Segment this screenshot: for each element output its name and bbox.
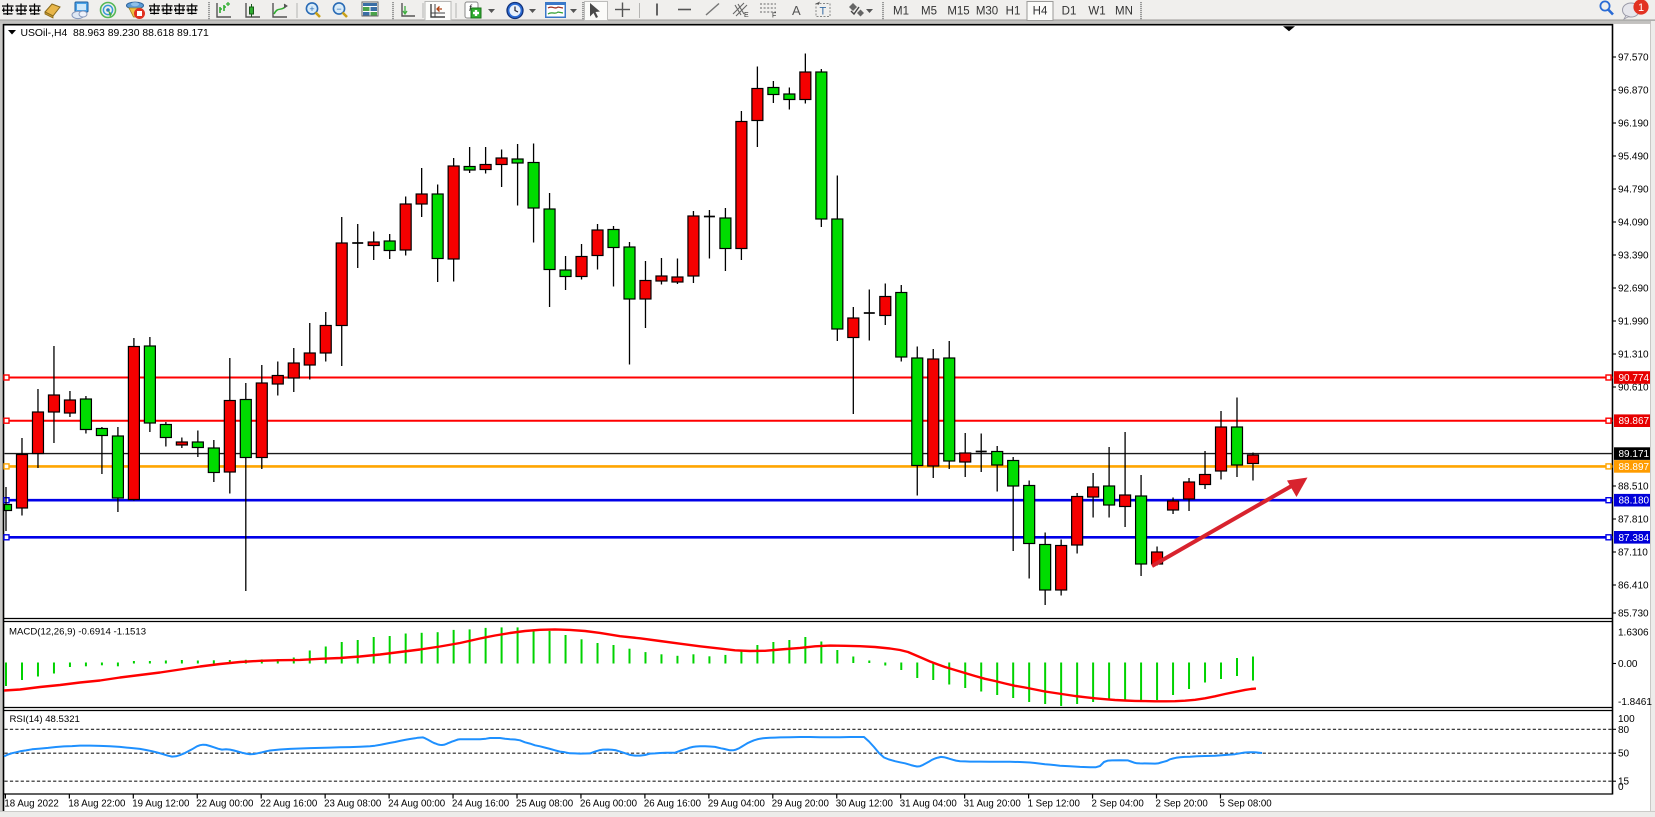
svg-text:1 Sep 12:00: 1 Sep 12:00 [1028,799,1081,810]
svg-text:91.310: 91.310 [1618,350,1649,361]
svg-text:MN: MN [1115,6,1133,18]
svg-text:93.390: 93.390 [1618,251,1649,262]
svg-text:89.867: 89.867 [1619,416,1650,427]
svg-text:5 Sep 08:00: 5 Sep 08:00 [1219,799,1272,810]
svg-text:+: + [309,4,314,14]
svg-text:M30: M30 [976,6,998,18]
svg-text:M15: M15 [947,6,969,18]
svg-text:18 Aug 2022: 18 Aug 2022 [4,799,58,810]
svg-text:T: T [820,6,827,18]
svg-text:87.110: 87.110 [1618,548,1648,559]
svg-text:24 Aug 00:00: 24 Aug 00:00 [388,799,446,810]
svg-text:88.897: 88.897 [1619,462,1650,473]
svg-text:W1: W1 [1088,6,1105,18]
svg-text:25 Aug 08:00: 25 Aug 08:00 [516,799,574,810]
svg-text:95.490: 95.490 [1618,152,1649,163]
svg-text:30 Aug 12:00: 30 Aug 12:00 [836,799,894,810]
svg-text:2 Sep 04:00: 2 Sep 04:00 [1092,799,1145,810]
svg-text:86.410: 86.410 [1618,581,1649,592]
svg-text:88.510: 88.510 [1618,482,1649,493]
svg-text:96.870: 96.870 [1618,86,1649,97]
svg-text:87.384: 87.384 [1619,533,1650,544]
svg-text:A: A [792,3,801,18]
svg-text:1.6306: 1.6306 [1618,628,1649,639]
svg-text:31 Aug 20:00: 31 Aug 20:00 [964,799,1022,810]
svg-text:88.180: 88.180 [1619,496,1650,507]
svg-text:23 Aug 08:00: 23 Aug 08:00 [324,799,382,810]
svg-text:22 Aug 16:00: 22 Aug 16:00 [260,799,318,810]
svg-text:91.990: 91.990 [1618,317,1649,328]
svg-text:90.774: 90.774 [1619,373,1650,384]
svg-text:80: 80 [1618,725,1630,736]
svg-text:0.00: 0.00 [1618,659,1638,670]
svg-text:89.171: 89.171 [1619,449,1650,460]
svg-text:-1.8461: -1.8461 [1618,697,1652,708]
svg-text:2 Sep 20:00: 2 Sep 20:00 [1156,799,1209,810]
svg-text:26 Aug 00:00: 26 Aug 00:00 [580,799,638,810]
svg-text:87.810: 87.810 [1618,515,1649,526]
svg-text:94.790: 94.790 [1618,185,1649,196]
svg-text:E: E [744,12,749,19]
svg-text:USOil-,H4 88.963 89.230 88.61: USOil-,H4 88.963 89.230 88.618 89.171 [21,28,210,39]
svg-text:18 Aug 22:00: 18 Aug 22:00 [68,799,126,810]
svg-text:96.190: 96.190 [1618,119,1649,130]
svg-text:29 Aug 04:00: 29 Aug 04:00 [708,799,766,810]
svg-text:31 Aug 04:00: 31 Aug 04:00 [900,799,958,810]
svg-text:0: 0 [1618,782,1624,793]
svg-text:1: 1 [1638,2,1644,14]
svg-text:24 Aug 16:00: 24 Aug 16:00 [452,799,510,810]
svg-text:D1: D1 [1062,6,1077,18]
svg-text:15: 15 [1618,777,1630,788]
svg-text:100: 100 [1618,714,1635,725]
svg-text:22 Aug 00:00: 22 Aug 00:00 [196,799,254,810]
svg-text:F: F [772,13,776,20]
svg-text:H4: H4 [1033,6,1048,18]
svg-text:97.570: 97.570 [1618,53,1649,64]
svg-text:29 Aug 20:00: 29 Aug 20:00 [772,799,830,810]
svg-text:50: 50 [1618,749,1630,760]
svg-text:26 Aug 16:00: 26 Aug 16:00 [644,799,702,810]
svg-text:19 Aug 12:00: 19 Aug 12:00 [132,799,190,810]
svg-text:MACD(12,26,9) -0.6914 -1.1513: MACD(12,26,9) -0.6914 -1.1513 [9,627,146,638]
svg-text:−: − [336,4,341,14]
svg-text:90.610: 90.610 [1618,383,1649,394]
svg-text:RSI(14) 48.5321: RSI(14) 48.5321 [10,714,80,725]
svg-text:M5: M5 [921,6,937,18]
svg-text:H1: H1 [1006,6,1021,18]
svg-text:92.690: 92.690 [1618,284,1649,295]
svg-text:85.730: 85.730 [1618,609,1649,620]
svg-text:M1: M1 [893,6,909,18]
svg-text:94.090: 94.090 [1618,218,1649,229]
